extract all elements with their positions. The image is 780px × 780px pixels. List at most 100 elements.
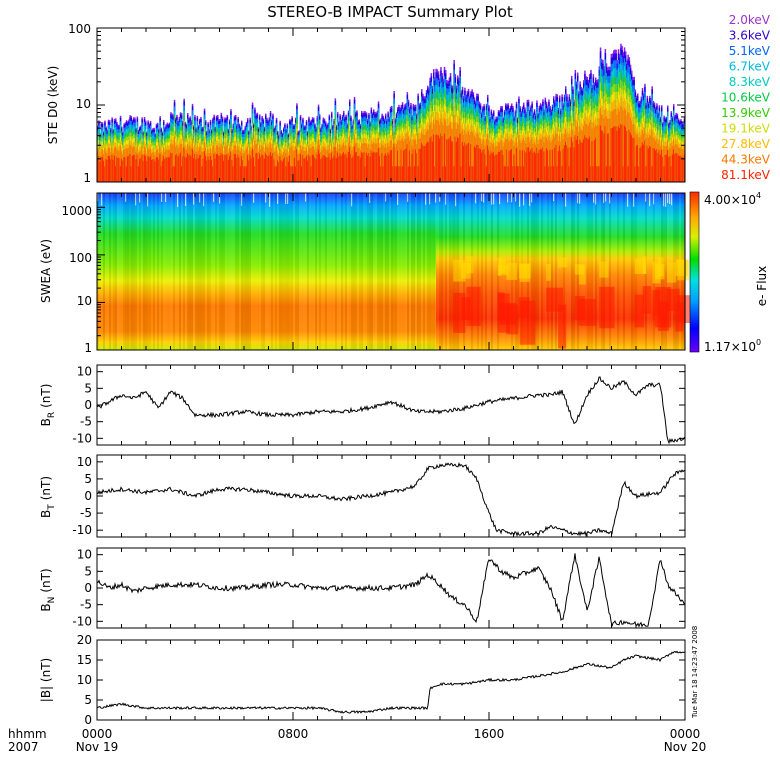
- ste-band-0: [280, 160, 283, 182]
- swea-stripe: [147, 193, 149, 350]
- ste-band-0: [129, 154, 131, 182]
- ste-band-0: [421, 143, 423, 182]
- ste-band-0: [223, 160, 225, 182]
- ste-band-0: [247, 155, 249, 182]
- ste-band-0: [379, 155, 381, 182]
- ste-band-0: [326, 157, 328, 182]
- swea-stripe: [103, 193, 105, 350]
- ste-band-0: [623, 125, 626, 182]
- ste-band-0: [272, 153, 274, 182]
- ste-band-0: [519, 150, 521, 182]
- ste-band-1: [460, 131, 463, 182]
- ste-band-0: [233, 154, 236, 182]
- ste-band-0: [593, 140, 596, 182]
- ste-band-0: [664, 154, 667, 182]
- ste-band-0: [542, 147, 544, 182]
- ste-band-0: [574, 134, 577, 182]
- ste-band-0: [441, 136, 443, 182]
- ste-band-0: [371, 152, 374, 182]
- ste-band-0: [304, 158, 307, 182]
- ste-band-0: [171, 153, 173, 182]
- ste-band-0: [237, 154, 239, 182]
- ste-band-0: [98, 156, 100, 182]
- ste-band-1: [301, 149, 303, 182]
- ste-band-0: [448, 138, 451, 182]
- ste-band-0: [184, 156, 187, 182]
- ste-band-0: [323, 155, 326, 182]
- ste-band-0: [143, 154, 146, 182]
- ste-band-0: [255, 153, 257, 182]
- ste-band-0: [377, 148, 380, 182]
- ste-tick-10: 10: [76, 97, 91, 111]
- ste-band-0: [376, 152, 379, 182]
- ste-band-0: [158, 159, 160, 182]
- ste-band-0: [611, 127, 614, 182]
- ste-band-0: [352, 155, 355, 182]
- ste-band-0: [501, 150, 503, 182]
- ste-band-0: [364, 166, 367, 182]
- swea-stripe: [121, 193, 123, 350]
- ste-band-0: [458, 138, 460, 182]
- ste-band-1: [627, 112, 629, 182]
- ste-band-0: [451, 141, 453, 182]
- ste-band-0: [296, 148, 298, 182]
- ste-band-1: [471, 131, 473, 182]
- ste-band-1: [401, 138, 404, 182]
- ste-band-0: [297, 160, 299, 182]
- ste-band-0: [424, 146, 427, 182]
- ste-band-0: [397, 150, 399, 182]
- ste-band-0: [489, 154, 491, 182]
- ste-band-0: [291, 166, 293, 182]
- ste-band-0: [565, 141, 567, 182]
- legend-entry: 19.1keV: [721, 122, 771, 136]
- ste-band-0: [665, 154, 668, 182]
- ste-band-0: [203, 151, 206, 182]
- ste-band-0: [267, 156, 269, 182]
- ste-band-0: [419, 148, 422, 182]
- ste-band-0: [487, 145, 489, 182]
- ste-band-0: [250, 158, 253, 182]
- ste-band-0: [454, 136, 457, 182]
- ste-band-0: [395, 166, 398, 182]
- ste-band-0: [617, 126, 620, 182]
- ste-band-0: [238, 157, 241, 182]
- ste-band-0: [578, 144, 580, 182]
- ste-band-0: [548, 166, 550, 182]
- ste-band-1: [172, 144, 175, 182]
- ste-band-0: [380, 166, 382, 182]
- ste-band-0: [149, 156, 152, 182]
- ste-band-1: [596, 125, 598, 182]
- ste-band-0: [509, 150, 512, 182]
- ste-band-0: [273, 159, 275, 182]
- ste-band-0: [609, 166, 611, 182]
- ste-band-0: [547, 150, 549, 182]
- ste-band-0: [388, 154, 391, 182]
- ste-band-0: [140, 158, 142, 182]
- ste-band-0: [495, 154, 497, 182]
- ste-band-0: [333, 155, 335, 182]
- ste-band-0: [659, 154, 662, 182]
- ste-band-0: [214, 158, 217, 182]
- ste-band-0: [406, 144, 409, 182]
- ste-band-0: [640, 146, 643, 182]
- ste-band-0: [374, 152, 376, 182]
- ste-band-0: [163, 156, 165, 182]
- ste-band-0: [449, 136, 452, 182]
- ste-band-0: [563, 145, 566, 182]
- ste-band-0: [445, 166, 447, 182]
- ste-band-0: [262, 155, 265, 182]
- ste-band-0: [511, 149, 513, 182]
- ste-band-0: [513, 154, 515, 182]
- ste-band-0: [103, 160, 105, 182]
- ste-band-0: [583, 139, 585, 182]
- ste-band-0: [627, 166, 629, 182]
- ste-band-0: [299, 153, 302, 182]
- ste-band-0: [355, 152, 357, 182]
- ste-band-1: [417, 133, 419, 182]
- ste-band-1: [605, 116, 608, 182]
- ste-band-0: [369, 156, 371, 182]
- ste-band-0: [116, 156, 118, 182]
- ste-band-1: [212, 146, 214, 182]
- ste-band-0: [629, 132, 632, 182]
